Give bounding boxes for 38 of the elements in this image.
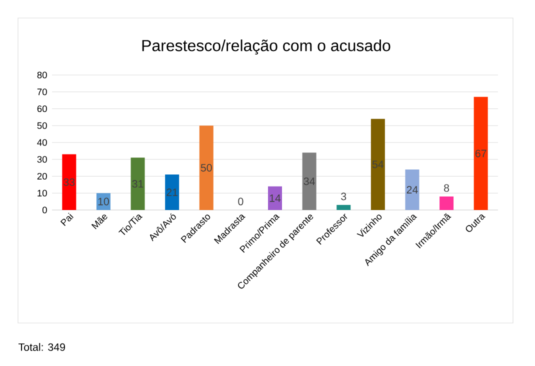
data-label: 14 <box>270 194 281 202</box>
bar <box>130 158 145 210</box>
y-tick-label: 10 <box>38 190 47 196</box>
data-label: 8 <box>444 184 450 192</box>
text: Total: 349 <box>18 343 65 351</box>
bar <box>370 118 385 210</box>
data-label: 10 <box>98 198 109 206</box>
bar <box>268 186 282 210</box>
y-tick-label: 20 <box>37 172 47 180</box>
data-label: 67 <box>475 150 486 158</box>
y-tick-label: 60 <box>37 105 47 112</box>
bar <box>62 154 76 210</box>
data-label: 0 <box>238 198 244 206</box>
x-tick-label: Pai <box>60 212 74 226</box>
data-label: 31 <box>132 180 144 188</box>
y-tick-label: 50 <box>37 122 47 129</box>
bar <box>96 193 110 210</box>
data-label: 50 <box>200 164 212 172</box>
x-tick-label: Mãe <box>91 214 108 230</box>
bar <box>199 126 214 210</box>
data-label: 21 <box>166 188 178 196</box>
y-tick-label: 80 <box>37 72 47 78</box>
y-tick-label: 30 <box>37 156 47 163</box>
y-tick-label: 70 <box>37 88 47 96</box>
data-label: 54 <box>372 160 384 168</box>
bar <box>474 96 488 210</box>
data-label: 33 <box>64 178 75 186</box>
y-tick-label: 0 <box>42 206 47 214</box>
bar <box>336 204 351 210</box>
bar <box>165 174 180 210</box>
y-tick-label: 40 <box>37 139 47 146</box>
bar <box>302 152 316 210</box>
data-label: 34 <box>304 178 315 186</box>
data-label: 3 <box>341 192 346 200</box>
bar <box>405 169 420 210</box>
chart-title: Parestesco/relação com o acusado <box>142 40 390 54</box>
bar <box>440 196 454 210</box>
data-label: 24 <box>406 186 418 194</box>
